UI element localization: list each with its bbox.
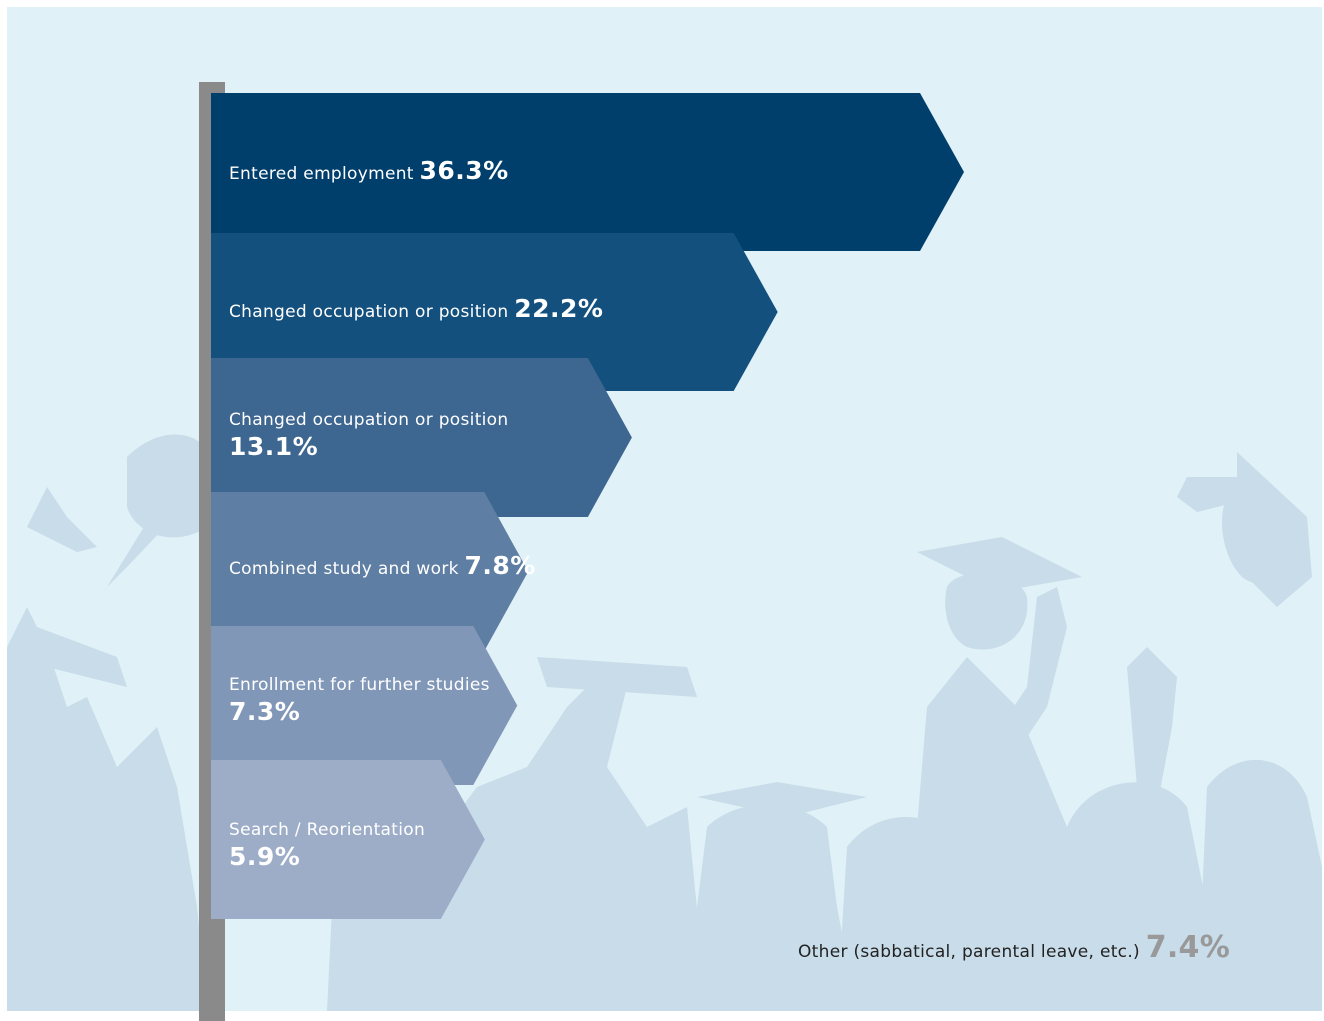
- category-name: Combined study and work: [229, 559, 459, 579]
- bar-changed-occupation-b: [211, 358, 632, 517]
- category-label-combined-study-work: Combined study and work 7.8%: [229, 550, 536, 581]
- category-label-changed-occupation-b: Changed occupation or position 13.1%: [229, 410, 508, 463]
- category-label-other: Other (sabbatical, parental leave, etc.)…: [798, 930, 1230, 965]
- data-label: 7.4%: [1145, 930, 1231, 965]
- category-name: Entered employment: [229, 164, 414, 184]
- category-name: Changed occupation or position: [229, 302, 509, 322]
- bar-combined-study-work: [211, 492, 529, 651]
- data-label: 13.1%: [229, 432, 319, 462]
- data-label: 5.9%: [229, 842, 301, 872]
- bar-search-reorientation: [211, 760, 485, 919]
- category-label-search-reorientation: Search / Reorientation 5.9%: [229, 820, 425, 873]
- category-label-further-studies: Enrollment for further studies 7.3%: [229, 675, 490, 728]
- bar-changed-occupation-a: [211, 233, 778, 391]
- category-name: Changed occupation or position: [229, 410, 509, 430]
- bar-further-studies: [211, 626, 518, 785]
- data-label: 22.2%: [514, 294, 604, 323]
- category-name: Other (sabbatical, parental leave, etc.): [798, 942, 1140, 962]
- category-label-changed-occupation-a: Changed occupation or position 22.2%: [229, 293, 603, 324]
- bar-entered-employment: [211, 93, 964, 251]
- category-label-entered-employment: Entered employment 36.3%: [229, 155, 509, 186]
- category-name: Enrollment for further studies: [229, 675, 490, 695]
- data-label: 36.3%: [419, 156, 509, 185]
- graduates-silhouette-illustration: [7, 434, 1322, 1011]
- data-label: 7.3%: [229, 697, 301, 727]
- category-name: Search / Reorientation: [229, 820, 426, 840]
- data-label: 7.8%: [464, 551, 536, 580]
